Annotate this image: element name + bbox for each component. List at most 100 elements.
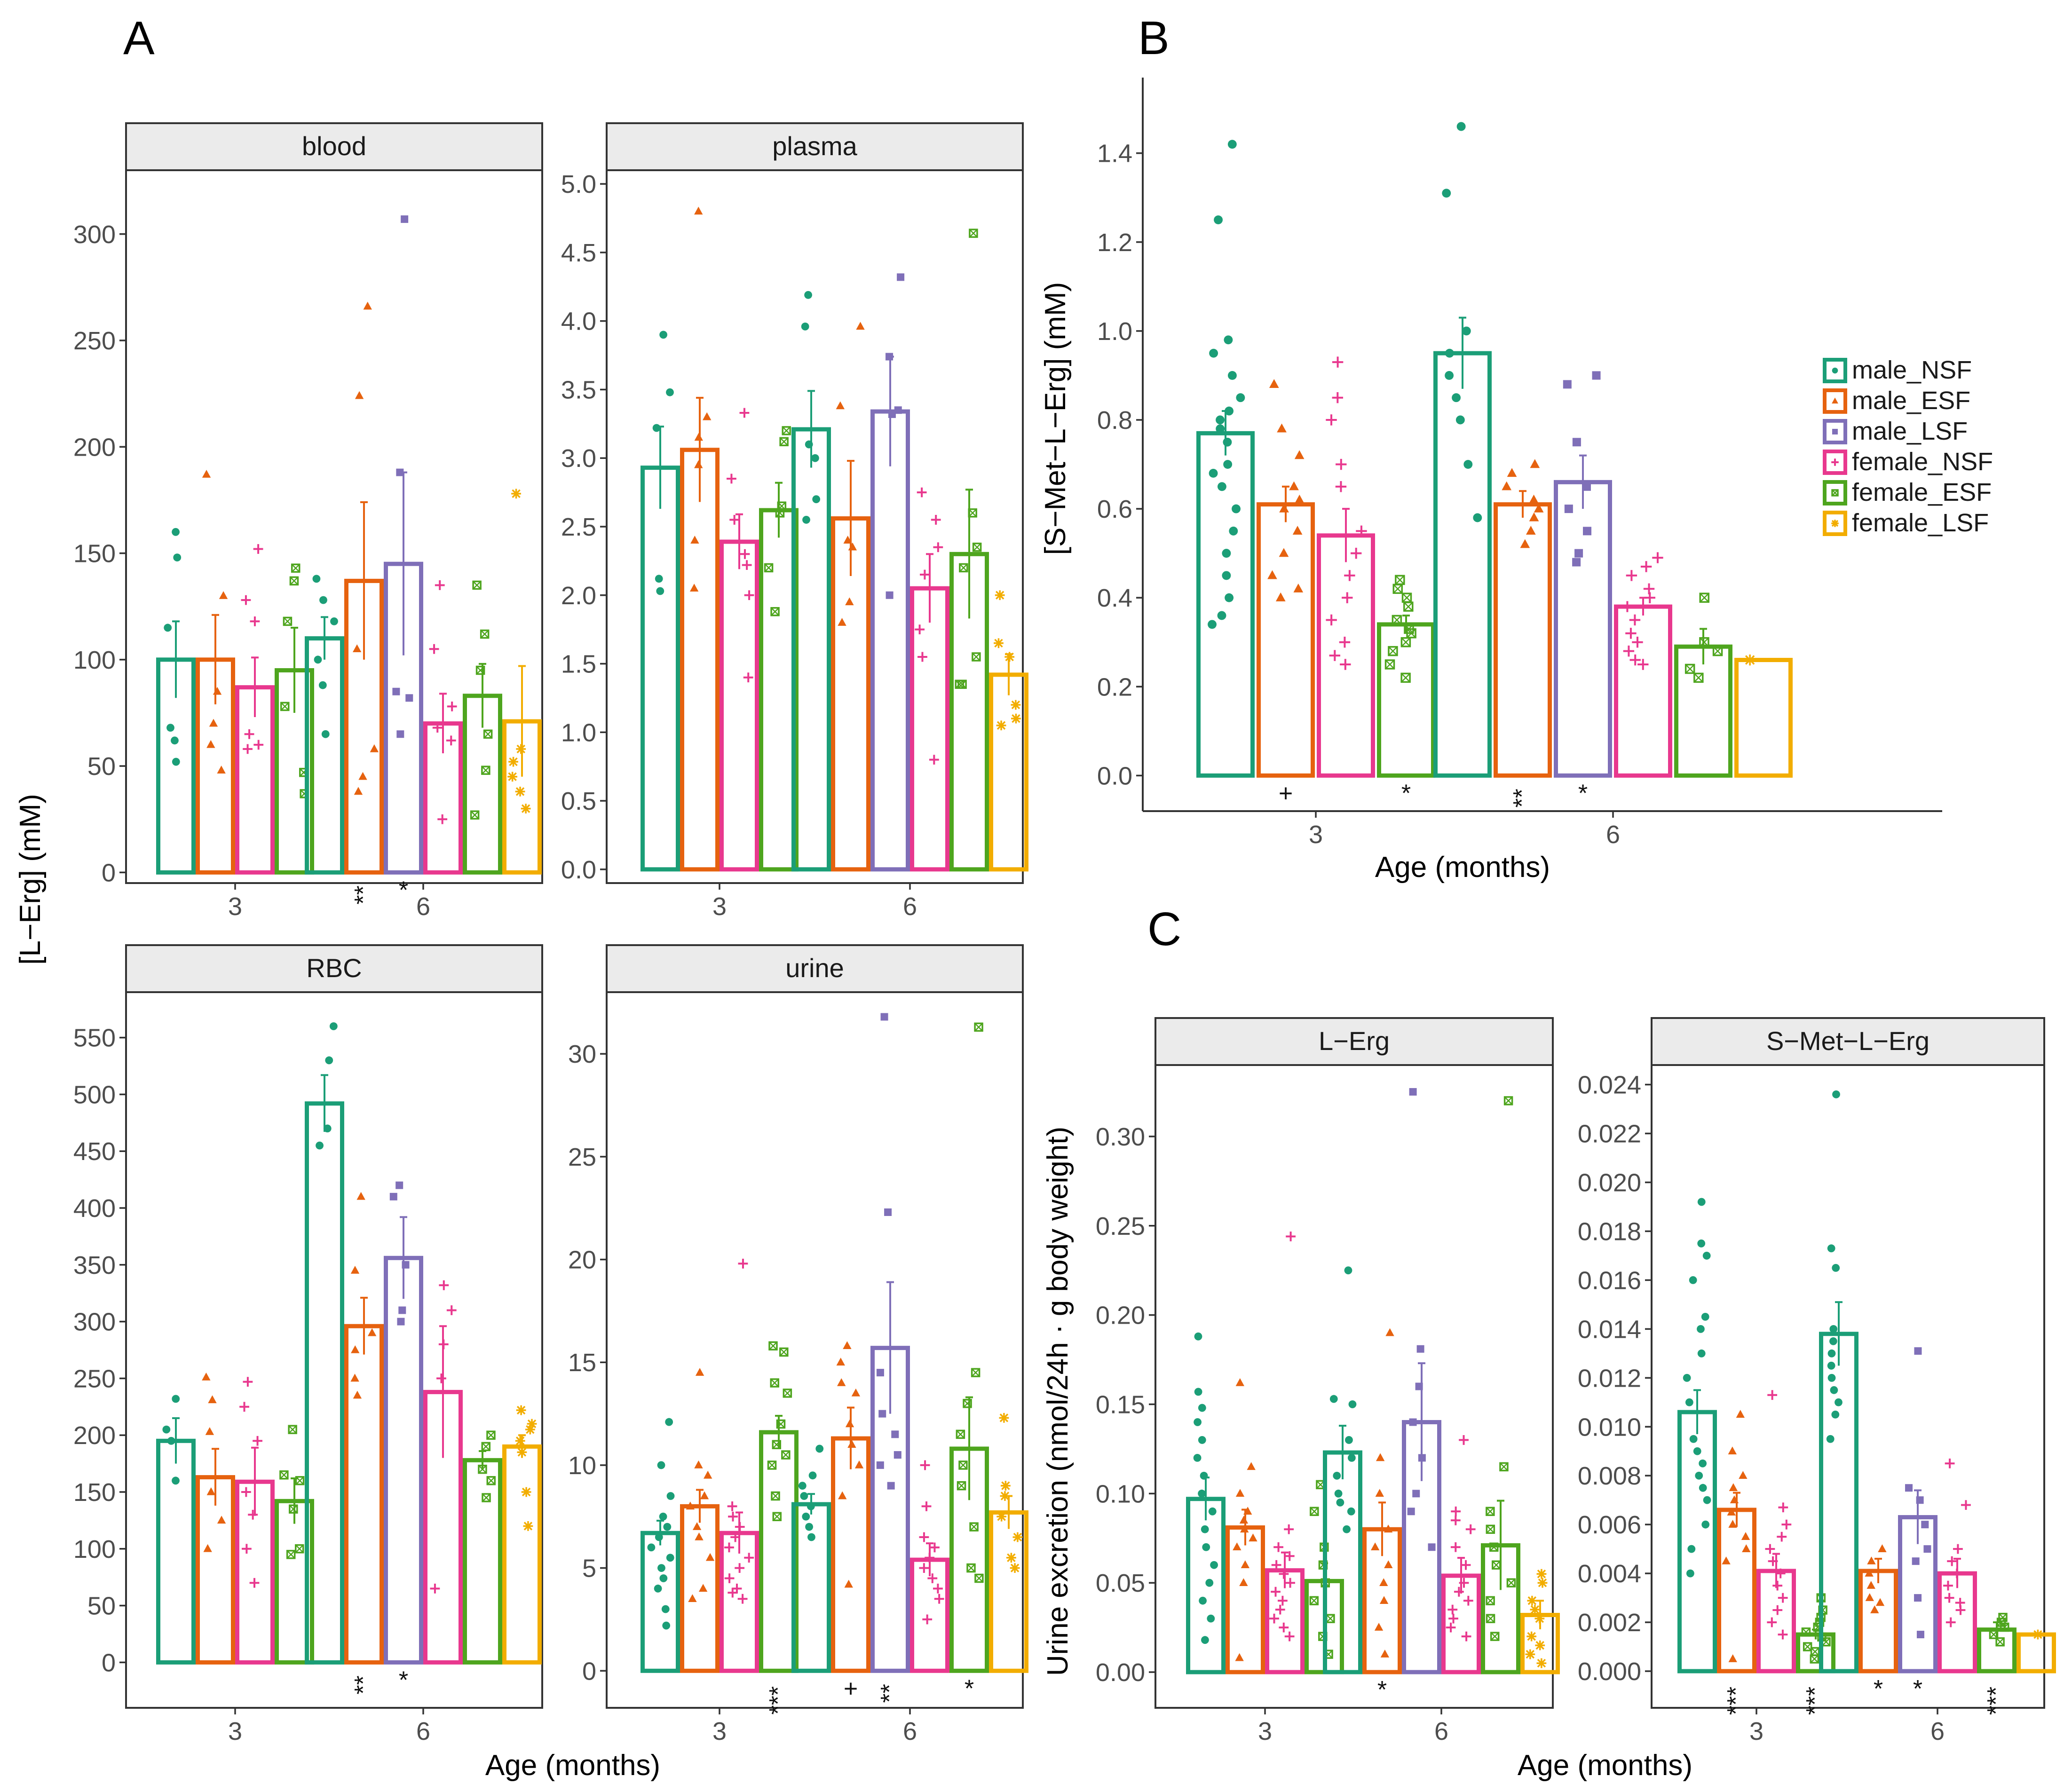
data-point-boxed-square bbox=[280, 702, 290, 711]
panel-border bbox=[125, 169, 543, 884]
data-point-plus bbox=[1446, 1622, 1456, 1633]
facet-title: urine bbox=[785, 953, 844, 983]
data-point-triangle bbox=[1294, 494, 1305, 504]
data-point-circle bbox=[1205, 1579, 1214, 1587]
data-point-circle bbox=[1333, 1471, 1341, 1480]
data-point-triangle bbox=[1249, 1533, 1257, 1542]
data-point-triangle bbox=[845, 1419, 854, 1428]
significance-mark: * bbox=[1913, 1675, 1922, 1703]
data-point-asterisk bbox=[527, 1419, 537, 1429]
data-point-plus bbox=[1269, 1613, 1279, 1624]
bar-female_NSF bbox=[910, 586, 949, 872]
panel-border bbox=[1155, 1064, 1554, 1709]
data-point-triangle bbox=[688, 1594, 697, 1603]
data-point-triangle bbox=[686, 1501, 695, 1510]
data-point-square bbox=[1563, 380, 1572, 389]
data-point-plus bbox=[735, 1563, 745, 1573]
data-point-plus bbox=[1459, 1435, 1469, 1445]
bar-female_ESF bbox=[1674, 644, 1732, 778]
data-point-boxed-square bbox=[764, 563, 774, 573]
data-point-boxed-square bbox=[1400, 672, 1411, 683]
data-point-square bbox=[1407, 1508, 1415, 1516]
legend-label: male_LSF bbox=[1852, 417, 1968, 445]
data-point-triangle bbox=[1875, 1598, 1885, 1606]
data-point-boxed-square bbox=[295, 1476, 305, 1485]
data-point-plus bbox=[438, 1339, 449, 1350]
data-point-circle bbox=[1194, 1388, 1202, 1396]
data-point-plus bbox=[919, 1563, 929, 1573]
data-point-boxed-square-cross bbox=[971, 1368, 980, 1377]
x-tick-label: 6 bbox=[416, 1717, 430, 1745]
facet-strip bbox=[1155, 1017, 1554, 1066]
data-point-triangle bbox=[1727, 1508, 1736, 1516]
y-tick-label: 1.4 bbox=[1097, 140, 1132, 168]
x-tick-label: 6 bbox=[1930, 1717, 1945, 1745]
data-point-boxed-square-cross bbox=[1486, 1507, 1495, 1516]
data-point-boxed-square-cross bbox=[1395, 575, 1405, 585]
data-point-triangle bbox=[694, 433, 703, 441]
data-point-boxed-square-cross bbox=[973, 543, 981, 552]
data-point-plus bbox=[1952, 1568, 1962, 1579]
data-point-circle bbox=[657, 1564, 665, 1572]
x-axis-title-a: Age (months) bbox=[485, 1749, 660, 1782]
data-point-triangle bbox=[356, 1192, 365, 1200]
data-point-boxed-square-cross bbox=[771, 607, 779, 616]
data-point-boxed-square bbox=[957, 1481, 966, 1491]
data-point-circle bbox=[800, 1492, 808, 1500]
data-point-square bbox=[401, 215, 409, 223]
data-point-asterisk bbox=[1536, 1569, 1547, 1579]
data-point-boxed-square bbox=[770, 607, 780, 616]
y-tick-label: 450 bbox=[73, 1137, 116, 1166]
data-point-plus bbox=[728, 1587, 738, 1598]
data-point-plus bbox=[429, 644, 439, 654]
data-point-circle bbox=[1831, 1410, 1840, 1419]
data-point-boxed-square-cross bbox=[288, 1425, 297, 1434]
data-point-circle bbox=[1227, 140, 1237, 149]
data-point-boxed-square bbox=[1684, 663, 1695, 674]
data-point-square bbox=[891, 1430, 899, 1438]
x-tick-label: 3 bbox=[712, 892, 727, 921]
data-point-circle bbox=[1835, 1398, 1843, 1406]
data-point-plus bbox=[1450, 1542, 1461, 1552]
significance-mark: * bbox=[1401, 780, 1411, 807]
data-point-plus bbox=[1284, 1551, 1295, 1561]
data-point-triangle bbox=[1279, 548, 1289, 557]
data-point-triangle bbox=[1507, 468, 1517, 477]
data-point-square bbox=[1572, 438, 1581, 447]
data-point-plus bbox=[242, 1544, 252, 1554]
data-point-boxed-square bbox=[971, 1368, 981, 1377]
data-point-boxed-square bbox=[1392, 615, 1402, 625]
y-tick-label: 0 bbox=[582, 1657, 596, 1685]
y-tick-label: 0.5 bbox=[561, 787, 596, 815]
data-point-boxed-square-cross bbox=[470, 811, 479, 820]
data-point-circle bbox=[663, 1523, 672, 1531]
data-point-triangle bbox=[694, 460, 703, 468]
data-point-boxed-square bbox=[775, 508, 785, 518]
panel-border bbox=[125, 991, 543, 1709]
data-point-boxed-square bbox=[289, 1504, 298, 1514]
data-point-triangle bbox=[205, 1427, 214, 1435]
data-point-asterisk bbox=[521, 1487, 531, 1497]
data-point-circle bbox=[325, 1056, 333, 1065]
panel-label-a: A bbox=[123, 12, 155, 64]
data-point-boxed-square bbox=[475, 665, 485, 675]
data-point-circle bbox=[172, 758, 180, 766]
data-point-circle bbox=[166, 724, 174, 732]
data-point-boxed-square bbox=[1486, 1524, 1495, 1534]
data-point-boxed-square bbox=[779, 437, 789, 446]
data-point-boxed-square bbox=[972, 652, 981, 662]
x-tick-label: 6 bbox=[1606, 821, 1620, 849]
data-point-circle bbox=[167, 1437, 175, 1445]
y-tick-label: 0.004 bbox=[1578, 1560, 1641, 1588]
data-point-circle bbox=[1201, 1525, 1209, 1533]
data-point-plus bbox=[737, 1594, 748, 1604]
data-point-triangle bbox=[1878, 1544, 1887, 1552]
data-point-boxed-square-cross bbox=[1407, 628, 1416, 638]
data-point-boxed-square bbox=[1499, 1462, 1509, 1472]
y-tick-label: 0.002 bbox=[1578, 1609, 1641, 1637]
data-point-circle bbox=[808, 1471, 817, 1480]
data-point-triangle bbox=[836, 1358, 845, 1366]
data-point-circle bbox=[172, 1395, 180, 1403]
chart-c_lerg: L−Erg 0.00 0.05 0.10 0.15 0.20 0.25 0.30 3 6 * bbox=[1096, 1017, 1560, 1745]
data-point-square bbox=[894, 406, 902, 414]
